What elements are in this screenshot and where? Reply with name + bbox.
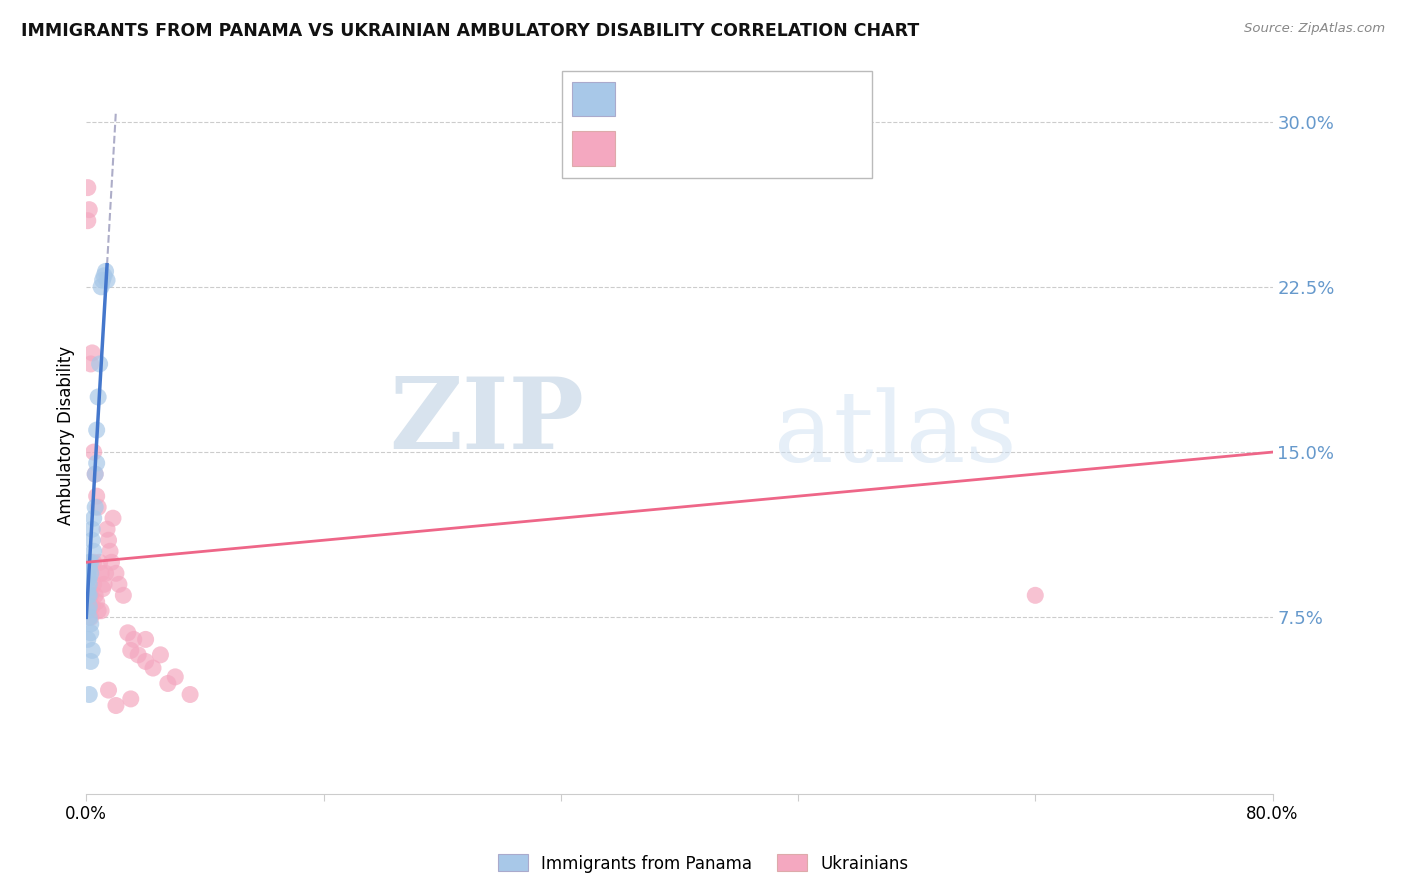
Point — [80, 610, 103, 624]
Point — [87, 604, 110, 618]
FancyBboxPatch shape — [562, 71, 872, 178]
Point — [135, 655, 157, 669]
Point — [96, 273, 118, 287]
Point — [83, 544, 105, 558]
Point — [80, 655, 103, 669]
Point — [89, 357, 111, 371]
Point — [135, 632, 157, 647]
Point — [93, 268, 115, 283]
Point — [76, 180, 98, 194]
Text: IMMIGRANTS FROM PANAMA VS UKRAINIAN AMBULATORY DISABILITY CORRELATION CHART: IMMIGRANTS FROM PANAMA VS UKRAINIAN AMBU… — [21, 22, 920, 40]
Point — [90, 566, 112, 581]
Point — [86, 595, 108, 609]
Point — [94, 264, 117, 278]
Point — [104, 566, 127, 581]
Point — [76, 588, 98, 602]
Point — [83, 445, 105, 459]
Point — [77, 571, 100, 585]
Point — [120, 692, 142, 706]
Point — [117, 625, 139, 640]
Point — [127, 648, 149, 662]
Point — [156, 676, 179, 690]
Point — [86, 456, 108, 470]
Point — [97, 683, 120, 698]
FancyBboxPatch shape — [572, 82, 614, 116]
Point — [87, 390, 110, 404]
Point — [76, 582, 98, 596]
Point — [90, 280, 112, 294]
Text: atlas: atlas — [775, 388, 1017, 483]
Point — [77, 588, 100, 602]
Point — [165, 670, 187, 684]
Point — [84, 467, 107, 482]
Point — [91, 582, 114, 596]
Point — [90, 604, 112, 618]
Point — [83, 555, 105, 569]
Text: R = 0.204   N = 48: R = 0.204 N = 48 — [627, 139, 797, 157]
Text: ZIP: ZIP — [389, 373, 585, 470]
Point — [82, 522, 104, 536]
Point — [86, 423, 108, 437]
Point — [76, 566, 98, 581]
Point — [77, 599, 100, 614]
Y-axis label: Ambulatory Disability: Ambulatory Disability — [58, 346, 75, 525]
Point — [91, 273, 114, 287]
Point — [82, 599, 104, 614]
Point — [149, 648, 172, 662]
Point — [77, 688, 100, 702]
Point — [80, 625, 103, 640]
Point — [97, 533, 120, 548]
Point — [80, 566, 103, 581]
Point — [101, 511, 124, 525]
Point — [87, 500, 110, 515]
Point — [82, 346, 104, 360]
Point — [142, 661, 165, 675]
Point — [93, 577, 115, 591]
Point — [1024, 588, 1046, 602]
Point — [80, 357, 103, 371]
Point — [76, 632, 98, 647]
Point — [77, 599, 100, 614]
Point — [89, 555, 111, 569]
Point — [122, 632, 145, 647]
Point — [77, 577, 100, 591]
Point — [82, 643, 104, 657]
Point — [77, 610, 100, 624]
Point — [98, 544, 121, 558]
Point — [94, 566, 117, 581]
Point — [84, 500, 107, 515]
Point — [77, 588, 100, 602]
Point — [179, 688, 201, 702]
Point — [83, 577, 105, 591]
Point — [104, 698, 127, 713]
Legend: Immigrants from Panama, Ukrainians: Immigrants from Panama, Ukrainians — [491, 847, 915, 880]
Point — [80, 555, 103, 569]
Point — [84, 467, 107, 482]
Point — [100, 555, 122, 569]
Point — [84, 588, 107, 602]
Point — [108, 577, 131, 591]
Text: R = 0.696   N = 35: R = 0.696 N = 35 — [627, 90, 797, 108]
Point — [120, 643, 142, 657]
Point — [112, 588, 135, 602]
Point — [76, 604, 98, 618]
Point — [83, 511, 105, 525]
FancyBboxPatch shape — [572, 131, 614, 166]
Point — [80, 617, 103, 632]
Point — [77, 202, 100, 217]
Point — [80, 588, 103, 602]
Point — [77, 562, 100, 576]
Text: Source: ZipAtlas.com: Source: ZipAtlas.com — [1244, 22, 1385, 36]
Point — [86, 489, 108, 503]
Point — [77, 555, 100, 569]
Point — [76, 213, 98, 227]
Point — [82, 533, 104, 548]
Point — [96, 522, 118, 536]
Point — [76, 573, 98, 587]
